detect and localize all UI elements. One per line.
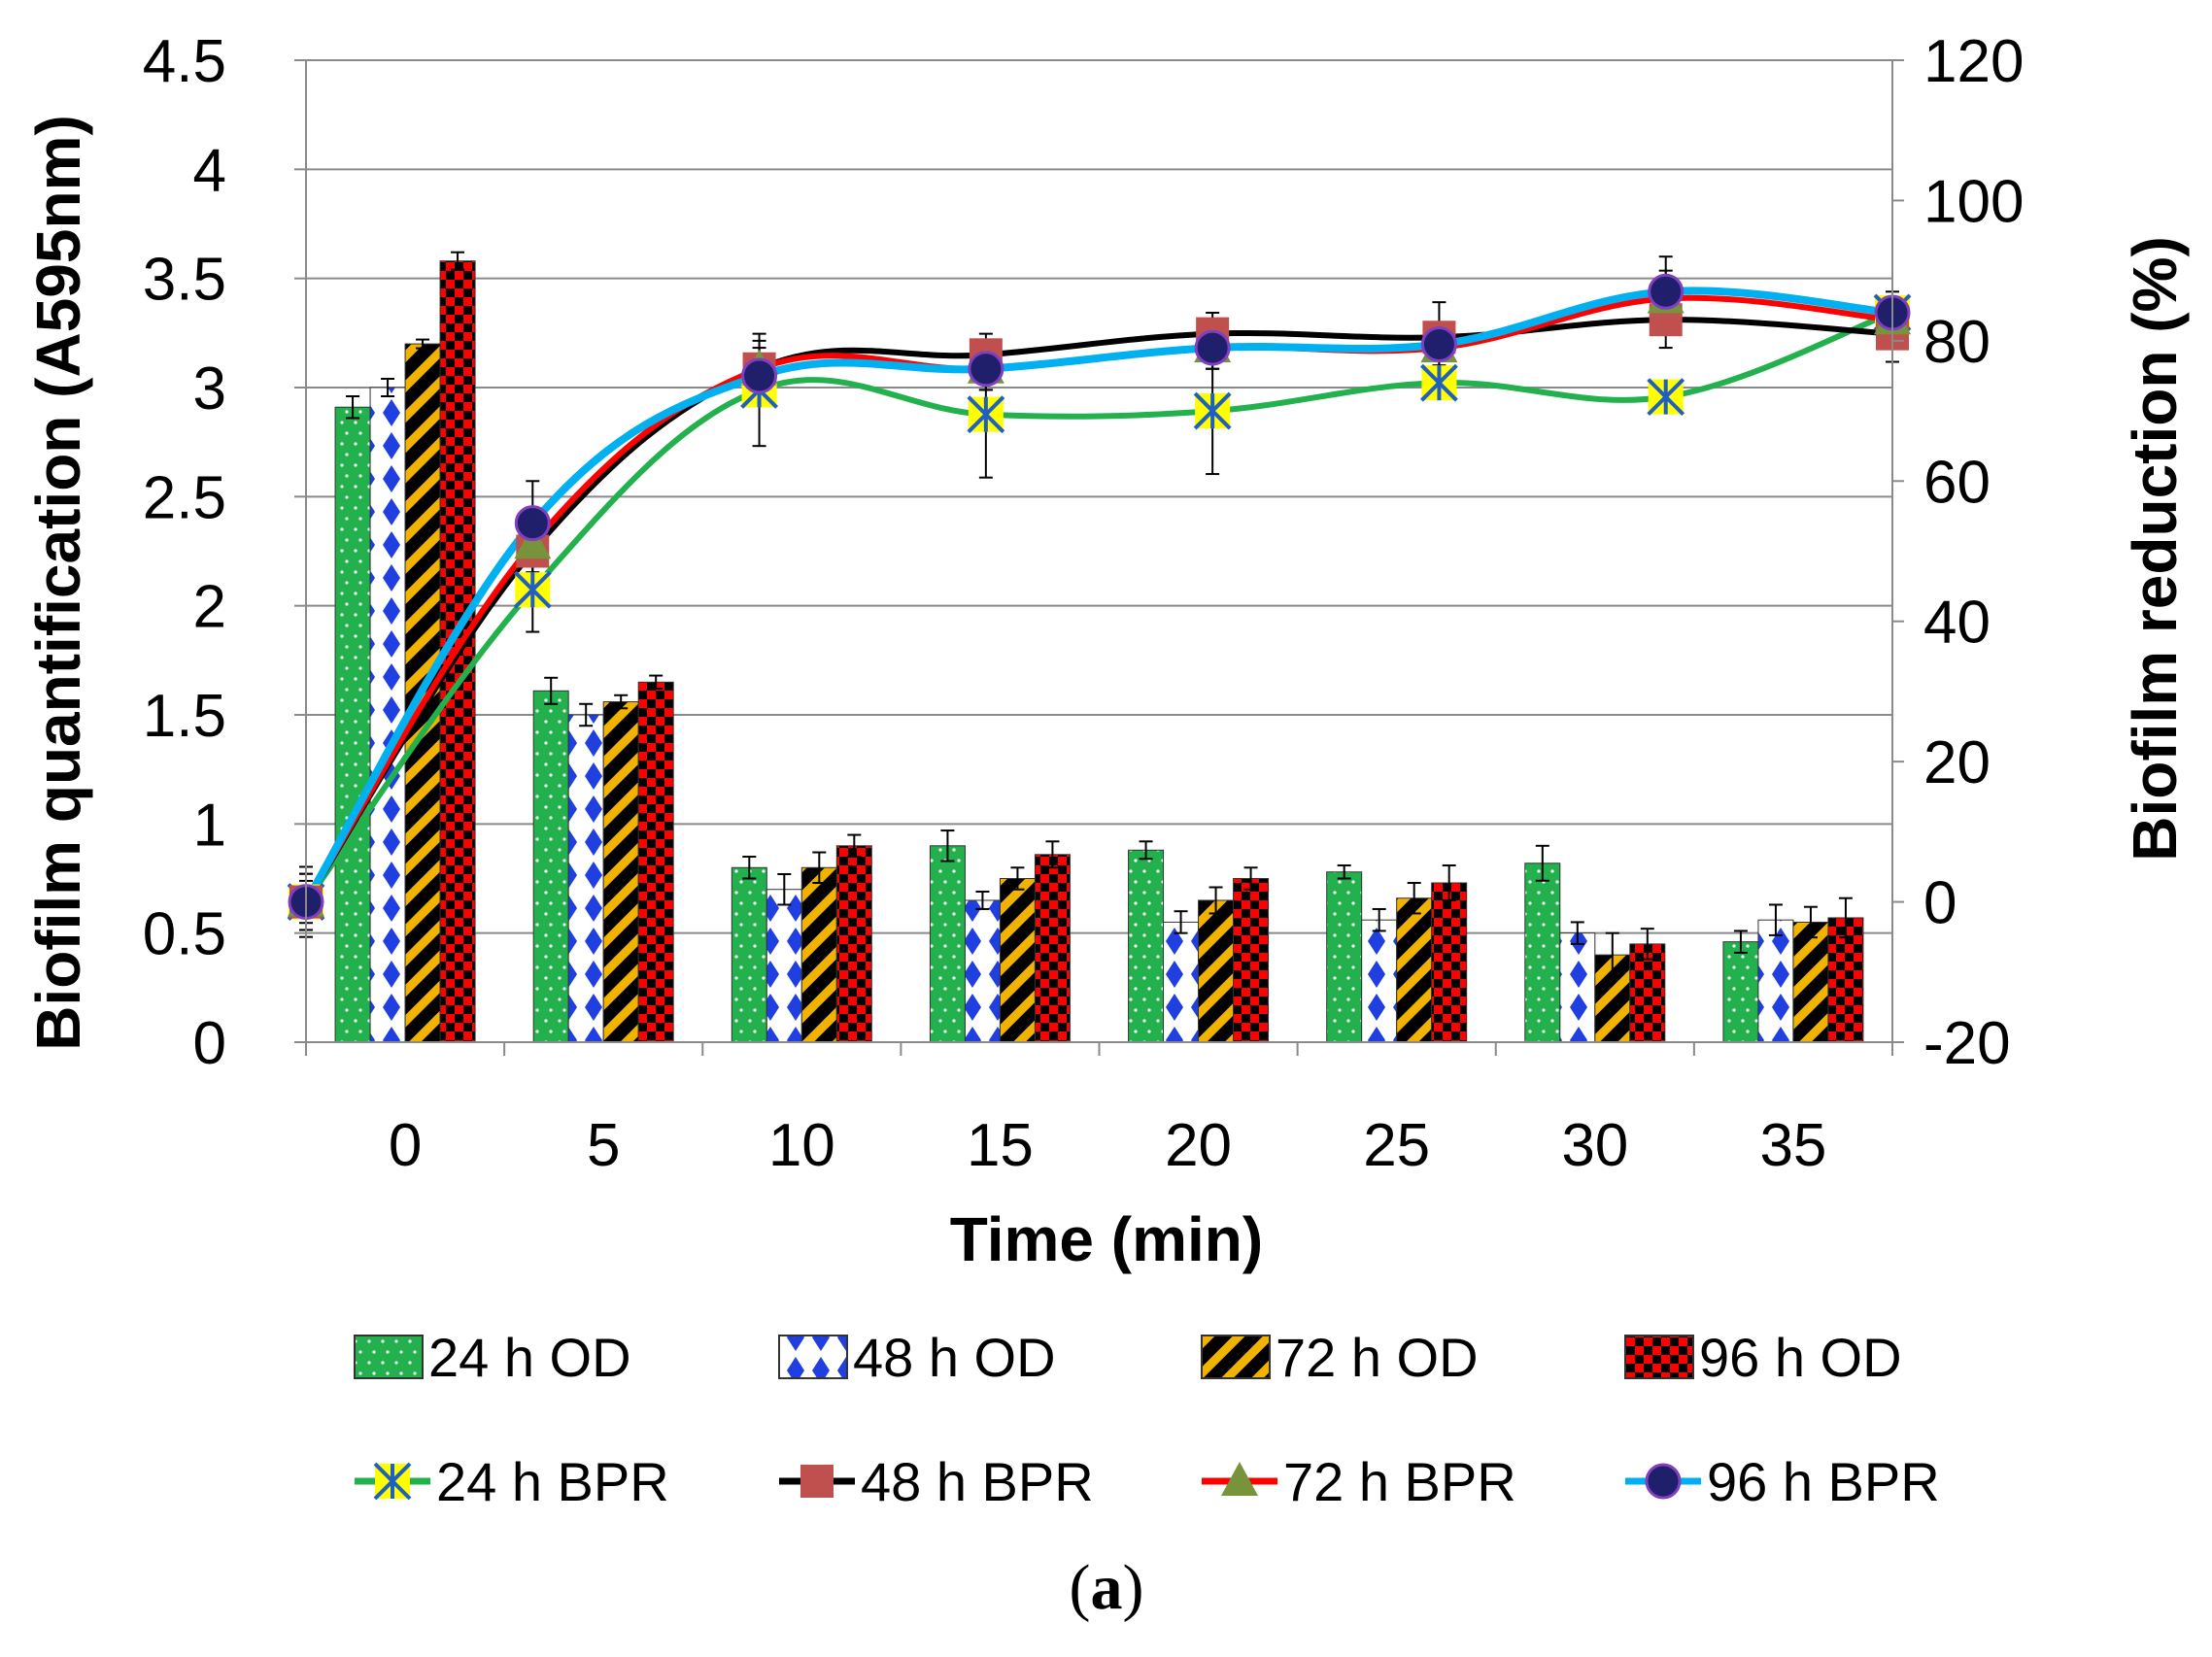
bar — [929, 845, 966, 1043]
y-left-tick-label: 4.5 — [143, 28, 226, 95]
x-tick-label: 20 — [1165, 1112, 1232, 1179]
x-tick-label: 25 — [1363, 1112, 1430, 1179]
marker — [514, 524, 552, 559]
bar — [835, 845, 872, 1043]
x-tick-label: 15 — [967, 1112, 1034, 1179]
axes — [294, 59, 1904, 1056]
marker — [1648, 273, 1685, 310]
y-left-tick-label: 3.5 — [143, 247, 226, 314]
bar — [1431, 882, 1468, 1043]
bar — [334, 406, 371, 1043]
bar — [1559, 932, 1596, 1043]
x-tick-label: 0 — [389, 1112, 422, 1179]
bar — [1396, 897, 1433, 1043]
bar — [532, 690, 569, 1043]
marker — [514, 505, 551, 542]
y-right-tick-label: 40 — [1923, 590, 1991, 657]
y-left-tick-label: 2.5 — [143, 464, 226, 531]
bar — [1629, 943, 1666, 1043]
x-tick-label: 30 — [1561, 1112, 1628, 1179]
tick-labels: 0 0.5 1 1.5 2 2.5 3 3.5 4 4.5 -20 0 20 40 60 80 100 120 0 5… — [143, 28, 2025, 1179]
bar — [1326, 871, 1363, 1043]
bar — [800, 866, 837, 1043]
caption-close: ) — [1123, 1552, 1144, 1623]
y-right-tick-label: 120 — [1923, 28, 2024, 95]
y-left-axis-title: Biofilm quantification (A595nm) — [23, 115, 93, 1051]
bar — [999, 878, 1036, 1043]
y-right-tick-label: 20 — [1923, 729, 1991, 796]
figure-caption: (a) — [1070, 1552, 1144, 1623]
bar — [1233, 878, 1270, 1043]
caption-letter: a — [1091, 1552, 1123, 1623]
bar — [1198, 899, 1235, 1043]
marker — [1645, 1463, 1682, 1500]
legend-label: 24 h BPR — [436, 1451, 669, 1512]
legend-swatch — [1624, 1335, 1694, 1379]
x-axis-title: Time (min) — [950, 1204, 1263, 1274]
y-left-tick-label: 2 — [193, 574, 226, 641]
legend-swatch — [354, 1335, 424, 1379]
legend-label: 96 h OD — [1699, 1327, 1902, 1388]
bar — [1722, 941, 1759, 1043]
y-right-tick-label: 80 — [1923, 309, 1991, 376]
marker — [800, 1465, 834, 1498]
y-right-tick-label: 100 — [1923, 168, 2024, 235]
y-left-tick-label: 4 — [193, 137, 226, 204]
legend-label: 24 h OD — [428, 1327, 631, 1388]
bar — [369, 387, 406, 1043]
bar — [1524, 862, 1561, 1043]
bar-series — [334, 251, 1864, 1043]
caption-open: ( — [1070, 1552, 1091, 1623]
bar — [964, 899, 1001, 1043]
y-right-tick-label: 0 — [1923, 870, 1957, 937]
y-right-tick-label: -20 — [1923, 1010, 2011, 1077]
legend-label: 72 h BPR — [1283, 1451, 1516, 1512]
marker — [1194, 329, 1231, 366]
bar — [1757, 919, 1794, 1043]
y-right-axis-title: Biofilm reduction (%) — [2120, 236, 2190, 862]
bar — [731, 866, 767, 1043]
x-tick-label: 5 — [587, 1112, 620, 1179]
marker — [1420, 325, 1457, 362]
legend-swatch — [1201, 1335, 1271, 1379]
x-tick-label: 35 — [1759, 1112, 1826, 1179]
y-left-tick-label: 1 — [193, 792, 226, 859]
line-series — [287, 255, 1912, 938]
bar — [766, 889, 802, 1043]
legend-label: 96 h BPR — [1707, 1451, 1940, 1512]
legend-swatch — [778, 1335, 848, 1379]
y-right-tick-label: 60 — [1923, 449, 1991, 516]
legend-label: 72 h OD — [1276, 1327, 1479, 1388]
bar — [1034, 854, 1071, 1043]
y-left-tick-label: 0 — [193, 1010, 226, 1077]
x-tick-label: 10 — [768, 1112, 835, 1179]
bar — [602, 701, 639, 1043]
marker — [1221, 1462, 1258, 1496]
bar — [1792, 921, 1829, 1043]
y-left-tick-label: 3 — [193, 355, 226, 423]
bar — [567, 714, 604, 1043]
legend: 24 h OD 48 h OD 72 h OD 96 h OD 24 h BPR 48 h… — [354, 1327, 1940, 1512]
legend-label: 48 h BPR — [861, 1451, 1094, 1512]
bar — [637, 681, 674, 1043]
legend-label: 48 h OD — [853, 1327, 1056, 1388]
bar — [1163, 921, 1200, 1043]
marker — [741, 357, 778, 394]
marker — [968, 351, 1004, 388]
y-left-tick-label: 1.5 — [143, 683, 226, 750]
bar — [1128, 849, 1165, 1043]
bar — [1361, 919, 1398, 1043]
y-left-tick-label: 0.5 — [143, 901, 226, 968]
